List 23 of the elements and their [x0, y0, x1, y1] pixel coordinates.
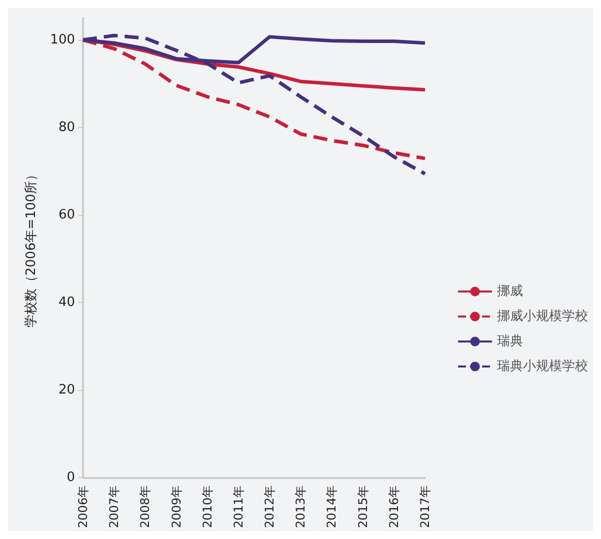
legend-label: 瑞典	[497, 334, 523, 349]
x-tick-label: 2013年	[294, 485, 308, 528]
x-tick-label: 2007年	[107, 485, 122, 528]
legend-label: 挪威小规模学校	[497, 309, 588, 324]
y-tick-label: 80	[58, 120, 75, 135]
x-tick-label: 2006年	[76, 485, 90, 528]
legend-label: 瑞典小规模学校	[497, 359, 588, 374]
x-tick-label: 2010年	[200, 485, 214, 528]
x-tick-label: 2014年	[324, 485, 339, 528]
x-tick-label: 2009年	[169, 485, 184, 528]
legend-label: 挪威	[497, 284, 523, 299]
y-tick-label: 20	[58, 382, 75, 398]
y-axis-title: 学校数（2006年=100所）	[24, 168, 39, 328]
y-tick-label: 40	[58, 294, 75, 310]
x-tick-label: 2008年	[138, 485, 152, 528]
x-tick-label: 2011年	[231, 485, 246, 528]
x-tick-label: 2015年	[356, 485, 370, 528]
x-tick-label: 2016年	[386, 485, 401, 528]
x-tick-label: 2012年	[262, 485, 277, 528]
y-tick-label: 60	[58, 207, 75, 222]
x-tick-label: 2017年	[418, 485, 432, 528]
y-tick-label: 0	[66, 470, 75, 485]
y-tick-label: 100	[50, 32, 75, 48]
